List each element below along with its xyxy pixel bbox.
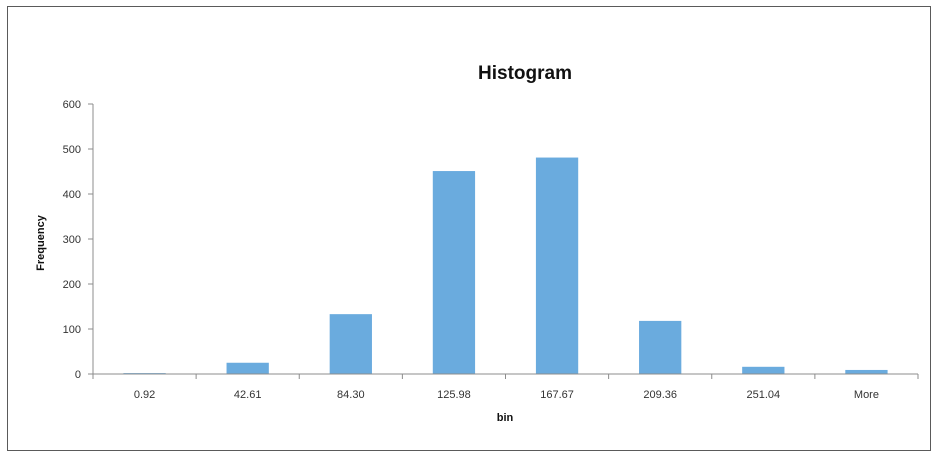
y-axis-title: Frequency bbox=[35, 214, 47, 271]
x-tick-label: 209.36 bbox=[643, 389, 677, 401]
y-tick-label: 400 bbox=[63, 189, 81, 201]
x-axis: 0.92 42.61 84.30 125.98 167.67 209.36 251.04 Mo… bbox=[92, 373, 919, 401]
x-axis-title: bin bbox=[497, 412, 514, 424]
x-tick-label: More bbox=[854, 389, 879, 401]
y-axis: 0 100 200 300 400 500 600 bbox=[63, 99, 94, 381]
histogram-chart: Histogram 0 100 200 300 400 500 600 0.92 42.61 8… bbox=[35, 63, 919, 424]
histogram-bar bbox=[329, 314, 372, 374]
histogram-bar bbox=[535, 157, 579, 374]
histogram-bar bbox=[639, 320, 682, 374]
y-tick-label: 100 bbox=[63, 324, 81, 336]
histogram-bar bbox=[226, 362, 269, 374]
x-tick-label: 125.98 bbox=[437, 389, 471, 401]
y-tick-label: 500 bbox=[63, 144, 81, 156]
bars bbox=[123, 157, 888, 374]
y-tick-label: 200 bbox=[63, 279, 81, 291]
x-tick-label: 251.04 bbox=[746, 389, 780, 401]
x-tick-label: 42.61 bbox=[234, 389, 262, 401]
histogram-bar bbox=[845, 369, 888, 374]
chart-frame: Histogram 0 100 200 300 400 500 600 0.92 42.61 8… bbox=[7, 6, 931, 451]
histogram-bar bbox=[432, 171, 476, 374]
y-tick-label: 300 bbox=[63, 234, 81, 246]
y-tick-label: 0 bbox=[75, 369, 81, 381]
y-tick-label: 600 bbox=[63, 99, 81, 111]
x-tick-label: 167.67 bbox=[540, 389, 574, 401]
histogram-bar bbox=[742, 366, 785, 374]
x-tick-label: 0.92 bbox=[134, 389, 155, 401]
chart-title: Histogram bbox=[478, 63, 572, 84]
x-tick-label: 84.30 bbox=[337, 389, 365, 401]
